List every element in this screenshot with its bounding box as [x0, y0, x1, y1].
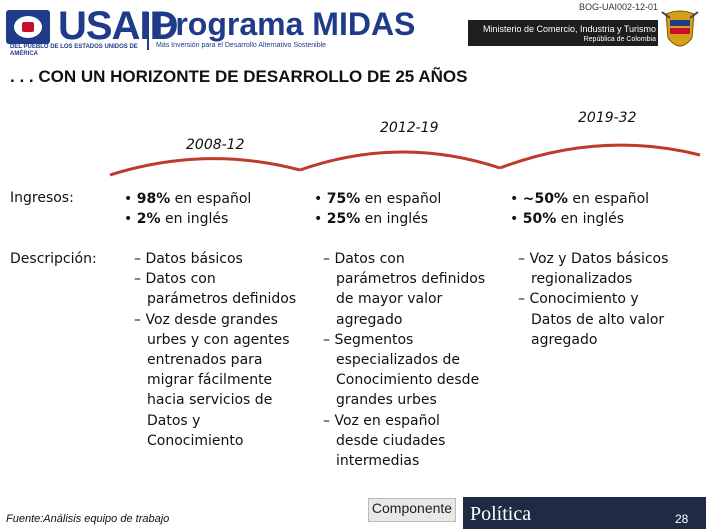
desc-item-continued: agregado	[336, 311, 403, 328]
usaid-logo-text: USAID	[58, 4, 178, 48]
desc-item-continued: agregado	[531, 331, 598, 348]
ingresos-text: en español	[567, 191, 650, 207]
politica-label[interactable]: Política	[470, 503, 532, 525]
desc-item: – Voz en español	[323, 412, 440, 429]
descripcion-2008-12: – Datos básicos – Datos con parámetros d…	[134, 249, 314, 451]
desc-item-continued: parámetros definidos	[336, 271, 486, 288]
desc-item-continued: Conocimiento	[147, 432, 244, 449]
descripcion-2012-19: – Datos con parámetros definidos de mayo…	[323, 249, 503, 471]
ministry-name: Ministerio de Comercio, Industria y Turi…	[482, 24, 656, 34]
ingresos-text: en español	[360, 191, 442, 207]
ingresos-2012-19: • 75% en español • 25% en inglés	[314, 191, 442, 227]
desc-item-continued: especializados de	[336, 352, 460, 369]
desc-item-continued: intermedias	[336, 453, 420, 470]
desc-item-continued: regionalizados	[531, 271, 633, 288]
ingresos-text: en inglés	[160, 211, 229, 227]
desc-item-continued: entrenados para	[147, 352, 263, 369]
period-label-2012-19: 2012-19	[380, 120, 439, 136]
logo-divider	[147, 12, 149, 50]
coat-of-arms-icon	[661, 10, 699, 47]
program-subtitle: Más Inversión para el Desarrollo Alterna…	[156, 42, 327, 49]
desc-item: – Voz y Datos básicos	[518, 251, 669, 267]
ingresos-value: 2%	[136, 211, 161, 227]
source-note: Fuente:Análisis equipo de trabajo	[6, 513, 170, 525]
program-title: Programa MIDAS	[154, 6, 416, 42]
desc-item-continued: Conocimiento desde	[336, 372, 480, 389]
desc-item-continued: Datos de alto valor	[531, 311, 665, 328]
ingresos-value: ~50%	[522, 191, 568, 207]
row-label-descripcion: Descripción:	[10, 251, 97, 267]
descripcion-2019-32: – Voz y Datos básicos regionalizados – C…	[518, 249, 704, 350]
period-label-2019-32: 2019-32	[578, 110, 637, 126]
usaid-tagline: DEL PUEBLO DE LOS ESTADOS UNIDOS DE AMÉR…	[10, 44, 138, 57]
desc-item: – Datos con	[134, 271, 216, 288]
desc-item: – Datos con	[323, 251, 405, 267]
slide-title: . . . CON UN HORIZONTE DE DESARROLLO DE …	[10, 67, 468, 86]
desc-item: – Voz desde grandes	[134, 311, 278, 328]
ingresos-2008-12: • 98% en español • 2% en inglés	[124, 191, 252, 227]
desc-item-continued: desde ciudades	[336, 432, 446, 449]
ingresos-text: en inglés	[556, 211, 625, 227]
document-code: BOG-UAI002-12-01	[578, 2, 658, 12]
desc-item: – Datos básicos	[134, 251, 243, 267]
ingresos-value: 25%	[326, 211, 361, 227]
ingresos-value: 98%	[136, 191, 171, 207]
desc-item-continued: migrar fácilmente	[147, 372, 273, 389]
ministry-banner	[468, 20, 658, 46]
country-name: República de Colombia	[583, 36, 656, 43]
period-label-2008-12: 2008-12	[186, 137, 245, 153]
row-label-ingresos: Ingresos:	[10, 190, 74, 206]
ingresos-value: 50%	[522, 211, 557, 227]
desc-item-continued: parámetros definidos	[147, 291, 297, 308]
desc-item: – Conocimiento y	[518, 291, 639, 308]
desc-item-continued: grandes urbes	[336, 392, 437, 409]
page-number: 28	[675, 512, 689, 526]
usaid-seal-icon	[6, 10, 50, 44]
ingresos-text: en español	[170, 191, 252, 207]
componente-label[interactable]: Componente	[371, 500, 453, 516]
desc-item-continued: de mayor valor	[336, 291, 443, 308]
ingresos-2019-32: • ~50% en español • 50% en inglés	[510, 191, 650, 227]
componente-tab[interactable]	[368, 498, 456, 522]
desc-item-continued: Datos y	[147, 412, 201, 429]
politica-tab[interactable]	[463, 497, 706, 529]
desc-item-continued: hacia servicios de	[147, 392, 273, 409]
desc-item: – Segmentos	[323, 331, 414, 348]
desc-item-continued: urbes y con agentes	[147, 331, 290, 348]
ingresos-value: 75%	[326, 191, 361, 207]
ingresos-text: en inglés	[360, 211, 429, 227]
